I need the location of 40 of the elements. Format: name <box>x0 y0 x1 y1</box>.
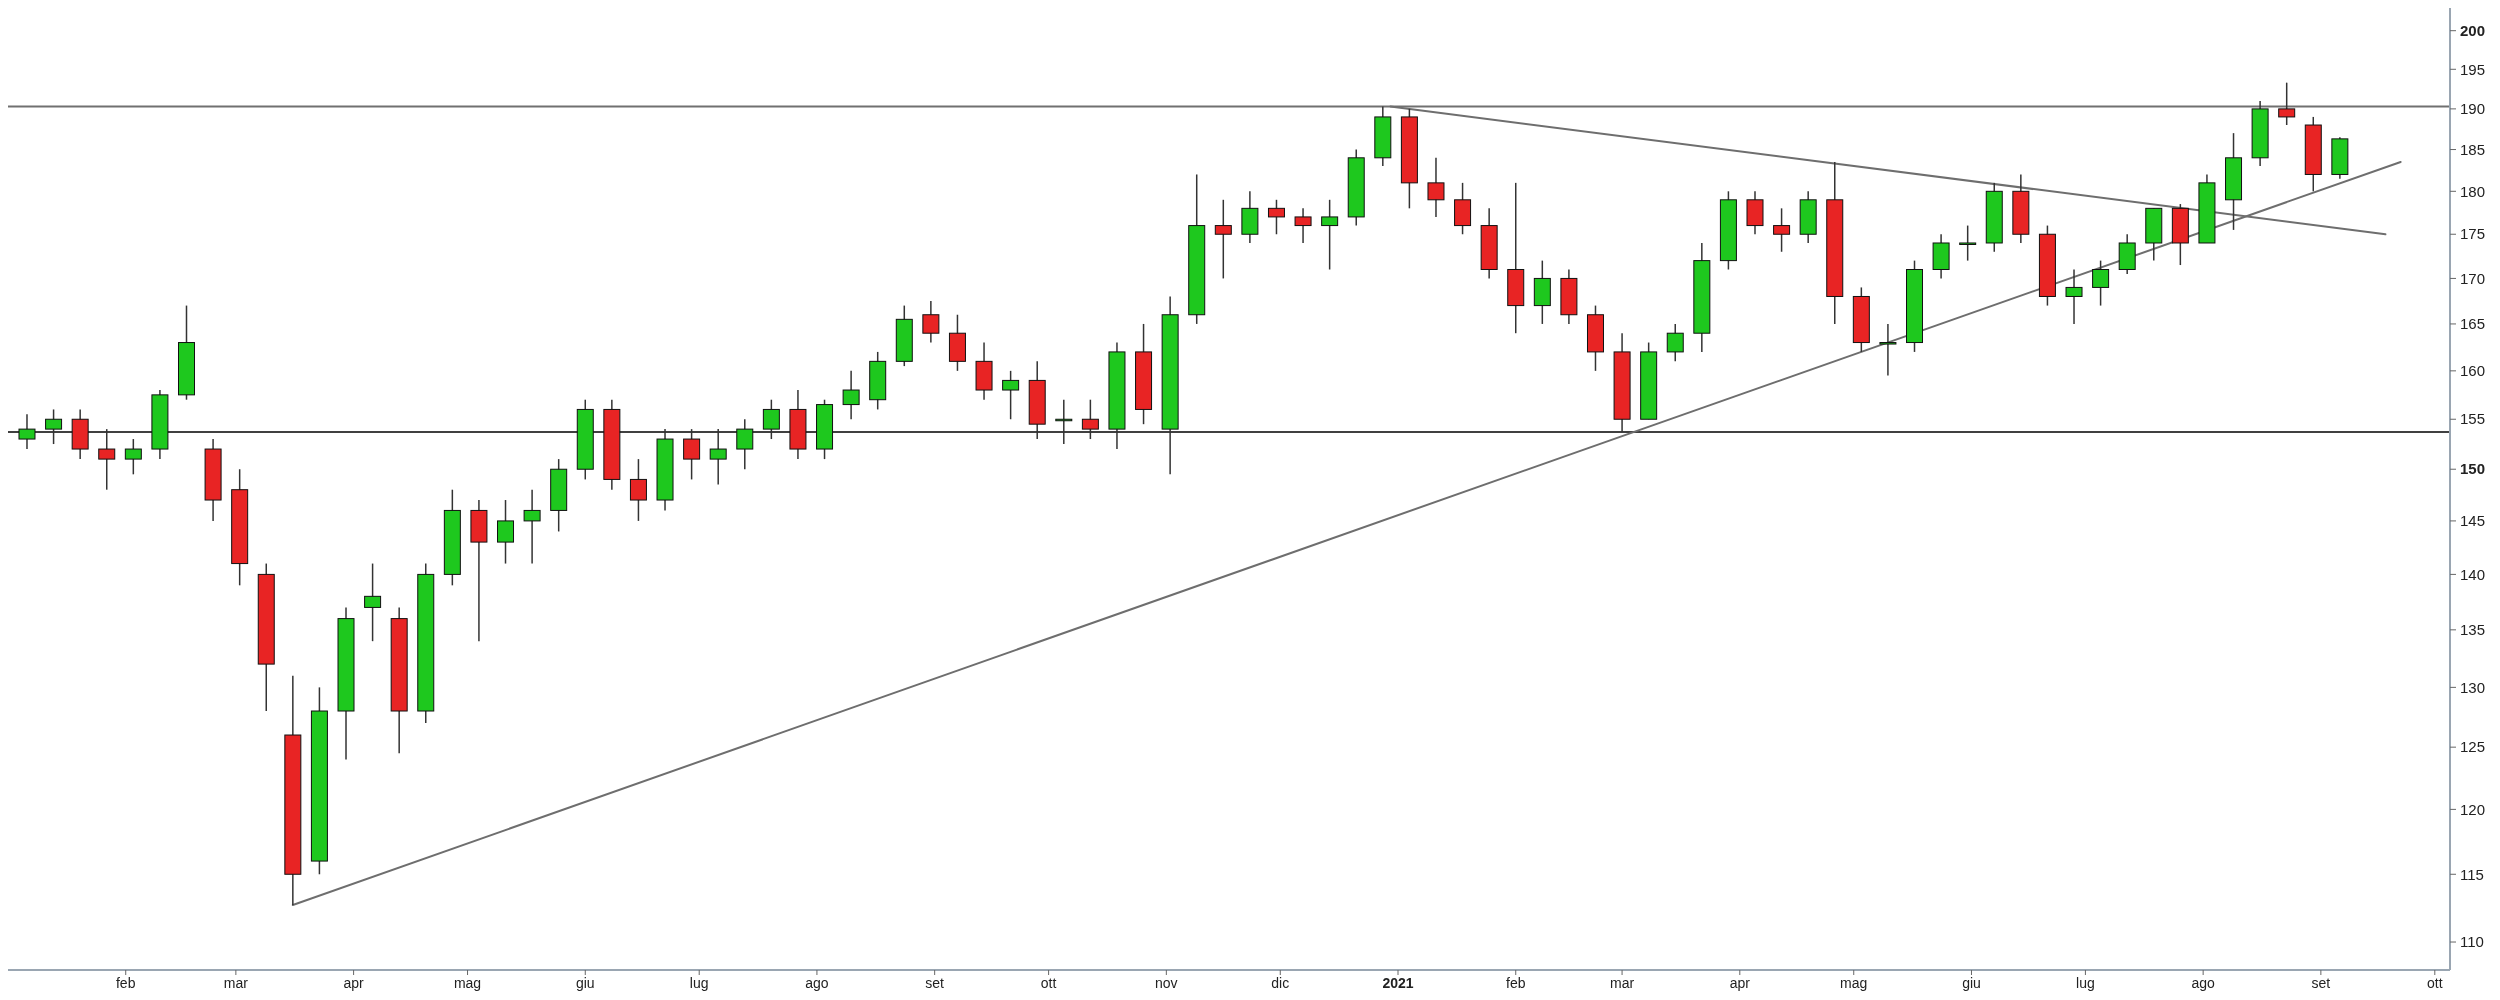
x-tick-label: 2021 <box>1382 975 1414 991</box>
x-tick-label: mar <box>223 975 249 991</box>
y-tick-label: 165 <box>2460 315 2486 333</box>
x-tick-label: giu <box>1962 975 1981 991</box>
x-tick-label: mag <box>1840 975 1868 991</box>
x-tick-label: feb <box>1506 975 1526 991</box>
x-tick-label: ago <box>2191 975 2216 991</box>
y-tick-label: 135 <box>2460 621 2486 639</box>
x-tick-label: ago <box>805 975 829 991</box>
y-tick-label: 125 <box>2460 738 2486 756</box>
y-tick-label: 115 <box>2460 865 2484 883</box>
y-tick-label: 110 <box>2460 933 2484 951</box>
x-tick-label: ott <box>1040 975 1057 991</box>
x-tick-label: lug <box>2076 975 2095 991</box>
x-tick-label: apr <box>343 975 365 991</box>
y-tick-label: 175 <box>2460 225 2486 243</box>
y-tick-label: 145 <box>2460 512 2486 530</box>
y-tick-label: 180 <box>2460 182 2486 200</box>
x-tick-label: feb <box>116 975 136 991</box>
y-tick-label: 155 <box>2460 410 2486 428</box>
x-tick-label: giu <box>575 975 595 991</box>
y-tick-label: 150 <box>2460 460 2486 478</box>
x-tick-label: dic <box>1271 975 1290 991</box>
x-tick-label: ott <box>2427 975 2443 991</box>
y-tick-label: 120 <box>2460 800 2486 818</box>
y-tick-label: 130 <box>2460 678 2486 696</box>
x-tick-label: set <box>2311 975 2331 991</box>
y-tick-label: 160 <box>2460 362 2486 380</box>
y-tick-label: 195 <box>2460 60 2486 78</box>
x-tick-label: set <box>925 975 945 991</box>
x-tick-label: lug <box>689 975 709 991</box>
y-tick-label: 200 <box>2460 21 2486 39</box>
x-tick-label: apr <box>1729 975 1751 991</box>
y-tick-label: 185 <box>2460 140 2486 158</box>
y-tick-label: 190 <box>2460 100 2486 118</box>
x-tick-label: mar <box>1610 975 1635 991</box>
x-tick-label: nov <box>1155 975 1178 991</box>
x-tick-label: mag <box>453 975 482 991</box>
y-tick-label: 140 <box>2460 565 2486 583</box>
y-tick-label: 170 <box>2460 269 2486 287</box>
